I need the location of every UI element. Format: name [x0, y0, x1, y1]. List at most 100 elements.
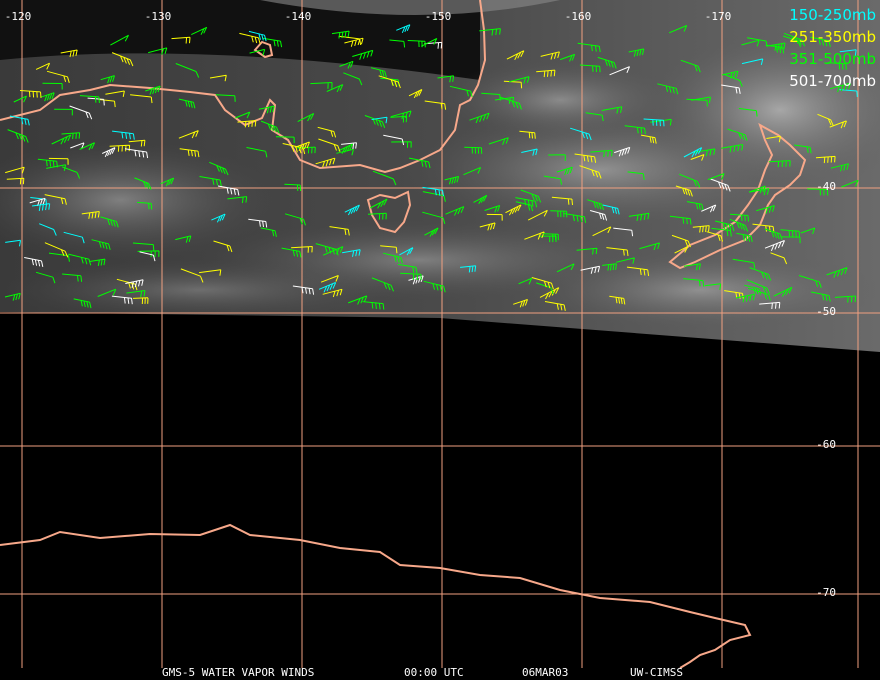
wind-barb [178, 98, 196, 109]
wind-barb [756, 205, 775, 214]
wind-barb [469, 112, 490, 124]
wind-barb [317, 126, 337, 138]
wind-barb [576, 247, 598, 255]
wind-barb [215, 94, 236, 102]
wind-barb [602, 263, 617, 271]
legend-entry: 251-350mb [789, 28, 876, 46]
wind-barb [444, 176, 460, 185]
wind-barb [674, 245, 689, 254]
wind-barb [322, 246, 344, 256]
wind-barb [248, 30, 267, 42]
wind-barb [29, 197, 46, 207]
wind-barb [810, 36, 831, 47]
wind-barb [657, 83, 679, 95]
wind-barb [390, 110, 412, 120]
wind-barb [704, 283, 722, 290]
wind-barb [543, 175, 562, 185]
wind-barb [479, 222, 496, 231]
wind-barb [63, 231, 85, 244]
wind-barb [35, 271, 56, 284]
footer-text: 06MAR03 [522, 666, 568, 679]
wind-barb [294, 141, 310, 152]
wind-barb [764, 240, 785, 251]
wind-barb [586, 199, 605, 211]
wind-barb [627, 171, 645, 180]
latitude-label: -40 [816, 180, 836, 193]
wind-barb [701, 204, 717, 213]
wind-barb [807, 188, 829, 196]
wind-barb [409, 157, 431, 169]
wind-barb [556, 166, 573, 176]
wind-barb [62, 273, 83, 282]
wind-barb [126, 290, 146, 298]
wind-barb [40, 92, 55, 102]
wind-barb [640, 134, 657, 144]
footer-text: 00:00 UTC [404, 666, 464, 679]
coastline-antarctica [0, 523, 752, 669]
wind-barb [139, 251, 156, 262]
coastline-tasmania [366, 190, 412, 234]
wind-barb [773, 286, 793, 297]
wind-barb [748, 185, 766, 194]
wind-barb [239, 32, 261, 44]
wind-barb [246, 147, 268, 158]
coastline-new-zealand [668, 122, 807, 270]
wind-barb [437, 75, 455, 83]
wind-barb [706, 231, 724, 242]
wind-barb [780, 229, 801, 238]
wind-barb [746, 279, 770, 295]
wind-barb [408, 275, 424, 285]
wind-barb [48, 157, 69, 165]
wind-barb [213, 240, 233, 253]
wind-barb [768, 160, 791, 168]
wind-barb [590, 149, 613, 158]
wind-barb [727, 128, 748, 141]
wind-barb [518, 277, 533, 285]
latitude-label: -50 [816, 305, 836, 318]
wind-barbs [4, 24, 859, 311]
wind-barb [73, 298, 92, 309]
longitude-label: -150 [425, 10, 452, 23]
coastline-island [253, 40, 274, 59]
wind-barb [68, 253, 92, 266]
longitude-label: -140 [285, 10, 312, 23]
wind-barb [81, 211, 100, 219]
wind-barb [329, 226, 350, 236]
coastline-australia [0, 0, 487, 174]
latitude-label: -60 [816, 438, 836, 451]
legend-entry: 501-700mb [789, 72, 876, 90]
wind-barb [841, 179, 859, 188]
wind-barb [97, 288, 117, 297]
wind-barb [130, 94, 153, 104]
wind-barb [732, 258, 756, 269]
wind-barb [5, 166, 25, 174]
wind-barb [669, 215, 692, 225]
wind-barb [614, 146, 631, 157]
wind-barb [768, 42, 786, 51]
wind-barb [44, 242, 69, 258]
wind-barb [378, 75, 401, 89]
wind-barb [542, 233, 559, 241]
wind-barb [341, 142, 357, 149]
wind-barb [422, 191, 446, 202]
wind-barb [260, 227, 277, 237]
wind-barb [292, 285, 315, 295]
wind-barb [765, 44, 785, 54]
wind-barb [372, 170, 397, 186]
wind-barb [714, 220, 735, 232]
wind-barb [626, 266, 650, 276]
wind-barb [711, 227, 732, 237]
wind-barb [548, 154, 566, 161]
wind-barb [116, 278, 138, 291]
wind-barb [692, 225, 710, 233]
wind-barb [7, 129, 29, 143]
wind-barb [370, 67, 387, 78]
wind-barb [284, 213, 306, 226]
wind-barb [339, 60, 354, 69]
wind-barb [675, 185, 693, 197]
wind-barb [5, 239, 21, 247]
wind-barb [315, 157, 336, 168]
wind-barb [721, 84, 741, 94]
